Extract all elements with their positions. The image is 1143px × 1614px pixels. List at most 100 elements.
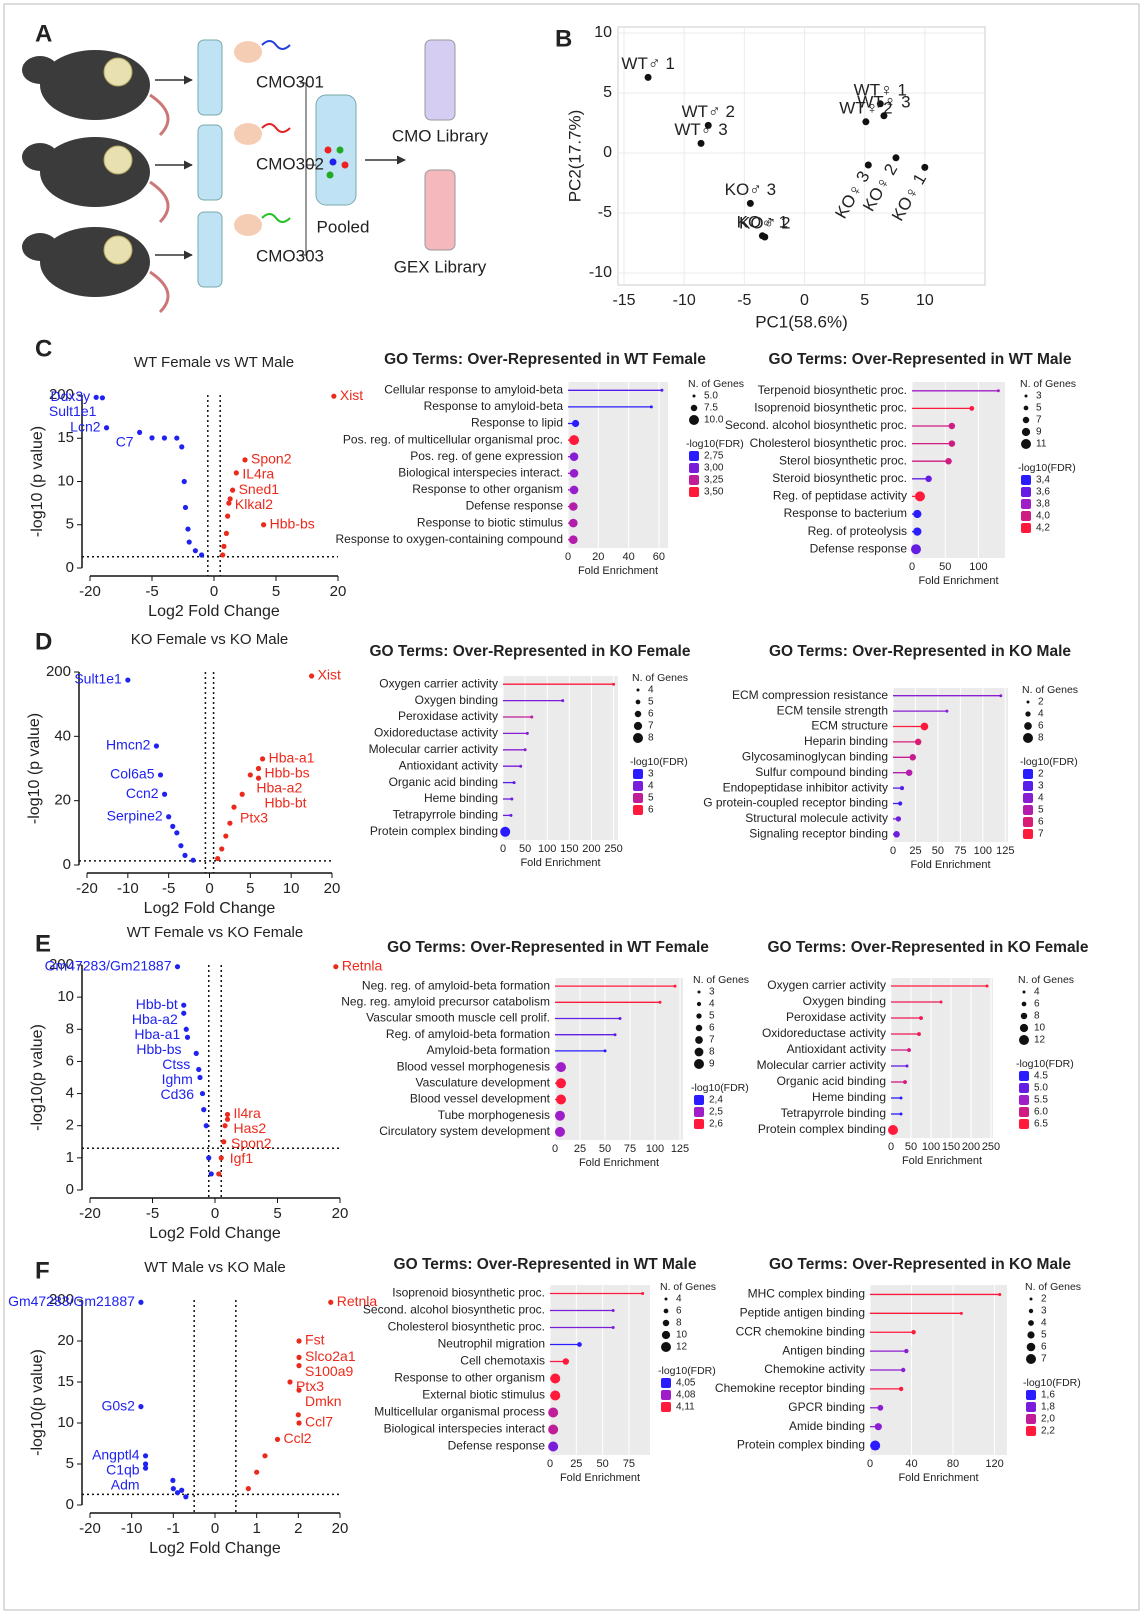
gene-label: Fst [305, 1332, 325, 1348]
legend-label: 5 [648, 697, 654, 708]
x-tick-label: 60 [653, 551, 665, 563]
size-key [1020, 1024, 1028, 1032]
term-label: Heme binding [812, 1090, 886, 1104]
lollipop-dot [877, 1405, 883, 1411]
legend-label: 8 [1034, 1011, 1040, 1022]
term-label: Oxidoreductase activity [374, 726, 498, 740]
size-key [1021, 439, 1031, 449]
term-label: Neg. reg. amyloid precursor catabolism [341, 994, 550, 1008]
term-label: Protein complex binding [370, 824, 498, 838]
gene-label: Slco2a1 [305, 1348, 356, 1364]
color-key [1023, 805, 1033, 815]
legend-label: 4 [1034, 987, 1040, 998]
data-point [309, 673, 314, 678]
legend-label: 3 [1038, 781, 1044, 792]
legend-label: 3,6 [1036, 487, 1050, 498]
y-tick-label: 10 [57, 472, 74, 489]
legend-label: 8 [1038, 733, 1044, 744]
x-tick-label: 1 [252, 1520, 260, 1537]
data-point [206, 1155, 211, 1160]
legend-label: 6 [1041, 1342, 1047, 1353]
tube-label: CMO301 [256, 72, 324, 91]
legend-label: 6 [1038, 817, 1044, 828]
x-tick-label: 40 [905, 1458, 917, 1470]
data-point [199, 552, 204, 557]
lollipop-dot [915, 491, 925, 501]
legend-label: 3,25 [704, 475, 724, 486]
lollipop-dot [612, 1309, 615, 1312]
x-tick-label: 2 [294, 1520, 302, 1537]
lollipop-dot [556, 1095, 566, 1105]
x-tick-label: 75 [954, 845, 966, 857]
y-axis-label: -log10(p value) [29, 1024, 46, 1131]
gene-label: IL4ra [242, 466, 274, 482]
lollipop-dot [913, 510, 921, 518]
legend-title: N. of Genes [693, 974, 749, 986]
data-point [256, 766, 261, 771]
term-label: External biotic stimulus [422, 1388, 545, 1402]
term-label: Second. alcohol biosynthetic proc. [363, 1303, 545, 1317]
color-key [1021, 511, 1031, 521]
legend-label: 7 [1036, 415, 1042, 426]
color-key [1021, 475, 1031, 485]
term-label: Oxygen carrier activity [379, 676, 498, 690]
x-tick-label: 25 [574, 1143, 586, 1155]
lollipop-dot [570, 469, 579, 478]
size-key [1023, 733, 1033, 743]
gene-label: Adm [111, 1477, 140, 1493]
lollipop-dot [921, 723, 929, 731]
lollipop-dot [945, 710, 948, 713]
lollipop-dot [911, 544, 921, 554]
lollipop-dot [509, 814, 512, 817]
lollipop-dot [659, 1001, 662, 1004]
term-label: Response to biotic stimulus [417, 515, 563, 529]
term-label: Endopeptidase inhibitor activity [723, 780, 888, 794]
legend-label: 9 [1036, 427, 1042, 438]
data-point [100, 395, 105, 400]
term-label: Response to other organism [394, 1371, 545, 1385]
term-label: Response to amyloid-beta [424, 399, 564, 413]
term-label: Oxidoreductase activity [762, 1026, 886, 1040]
size-key [1026, 1354, 1036, 1364]
data-point [193, 548, 198, 553]
lollipop-dot [900, 786, 904, 790]
y-axis-label: -log10 (p value) [26, 713, 43, 824]
lollipop-dot [550, 1374, 560, 1384]
x-tick-label: 80 [947, 1458, 959, 1470]
lollipop-dot [899, 1387, 903, 1391]
size-key [691, 405, 698, 412]
y-tick-label: 5 [603, 84, 612, 101]
color-key [689, 475, 699, 485]
y-axis-label: PC2(17.7%) [565, 110, 584, 203]
term-label: Reg. of amyloid-beta formation [386, 1027, 550, 1041]
lollipop-dot [945, 458, 952, 465]
term-label: Antigen binding [782, 1343, 865, 1357]
lollipop-dot [896, 816, 901, 821]
term-label: Molecular carrier activity [757, 1058, 886, 1072]
data-point [201, 1107, 206, 1112]
data-point [185, 526, 190, 531]
term-label: Antioxidant activity [787, 1042, 886, 1056]
term-label: Neutrophil migration [438, 1337, 545, 1351]
legend-title: N. of Genes [632, 672, 688, 684]
point [921, 164, 928, 171]
legend-label: 3,00 [704, 463, 724, 474]
x-tick-label: 0 [888, 1141, 894, 1153]
term-label: MHC complex binding [748, 1287, 865, 1301]
size-key [636, 700, 641, 705]
term-label: Cellular response to amyloid-beta [384, 382, 563, 396]
data-point [143, 1453, 148, 1458]
point-label: WT♂ 3 [674, 120, 727, 139]
term-label: Structural molecule activity [745, 811, 888, 825]
legend-label: 10 [676, 1330, 688, 1341]
lollipop-dot [612, 1326, 615, 1329]
x-tick-label: 25 [570, 1458, 582, 1470]
data-point [183, 1494, 188, 1499]
legend-label: 6.5 [1034, 1119, 1048, 1130]
data-point [234, 470, 239, 475]
x-tick-label: 125 [671, 1143, 689, 1155]
chart-title: GO Terms: Over-Represented in WT Female [384, 351, 706, 368]
legend-label: 3,4 [1036, 475, 1050, 486]
x-tick-label: 0 [211, 1205, 219, 1222]
term-label: Peroxidase activity [786, 1010, 886, 1024]
